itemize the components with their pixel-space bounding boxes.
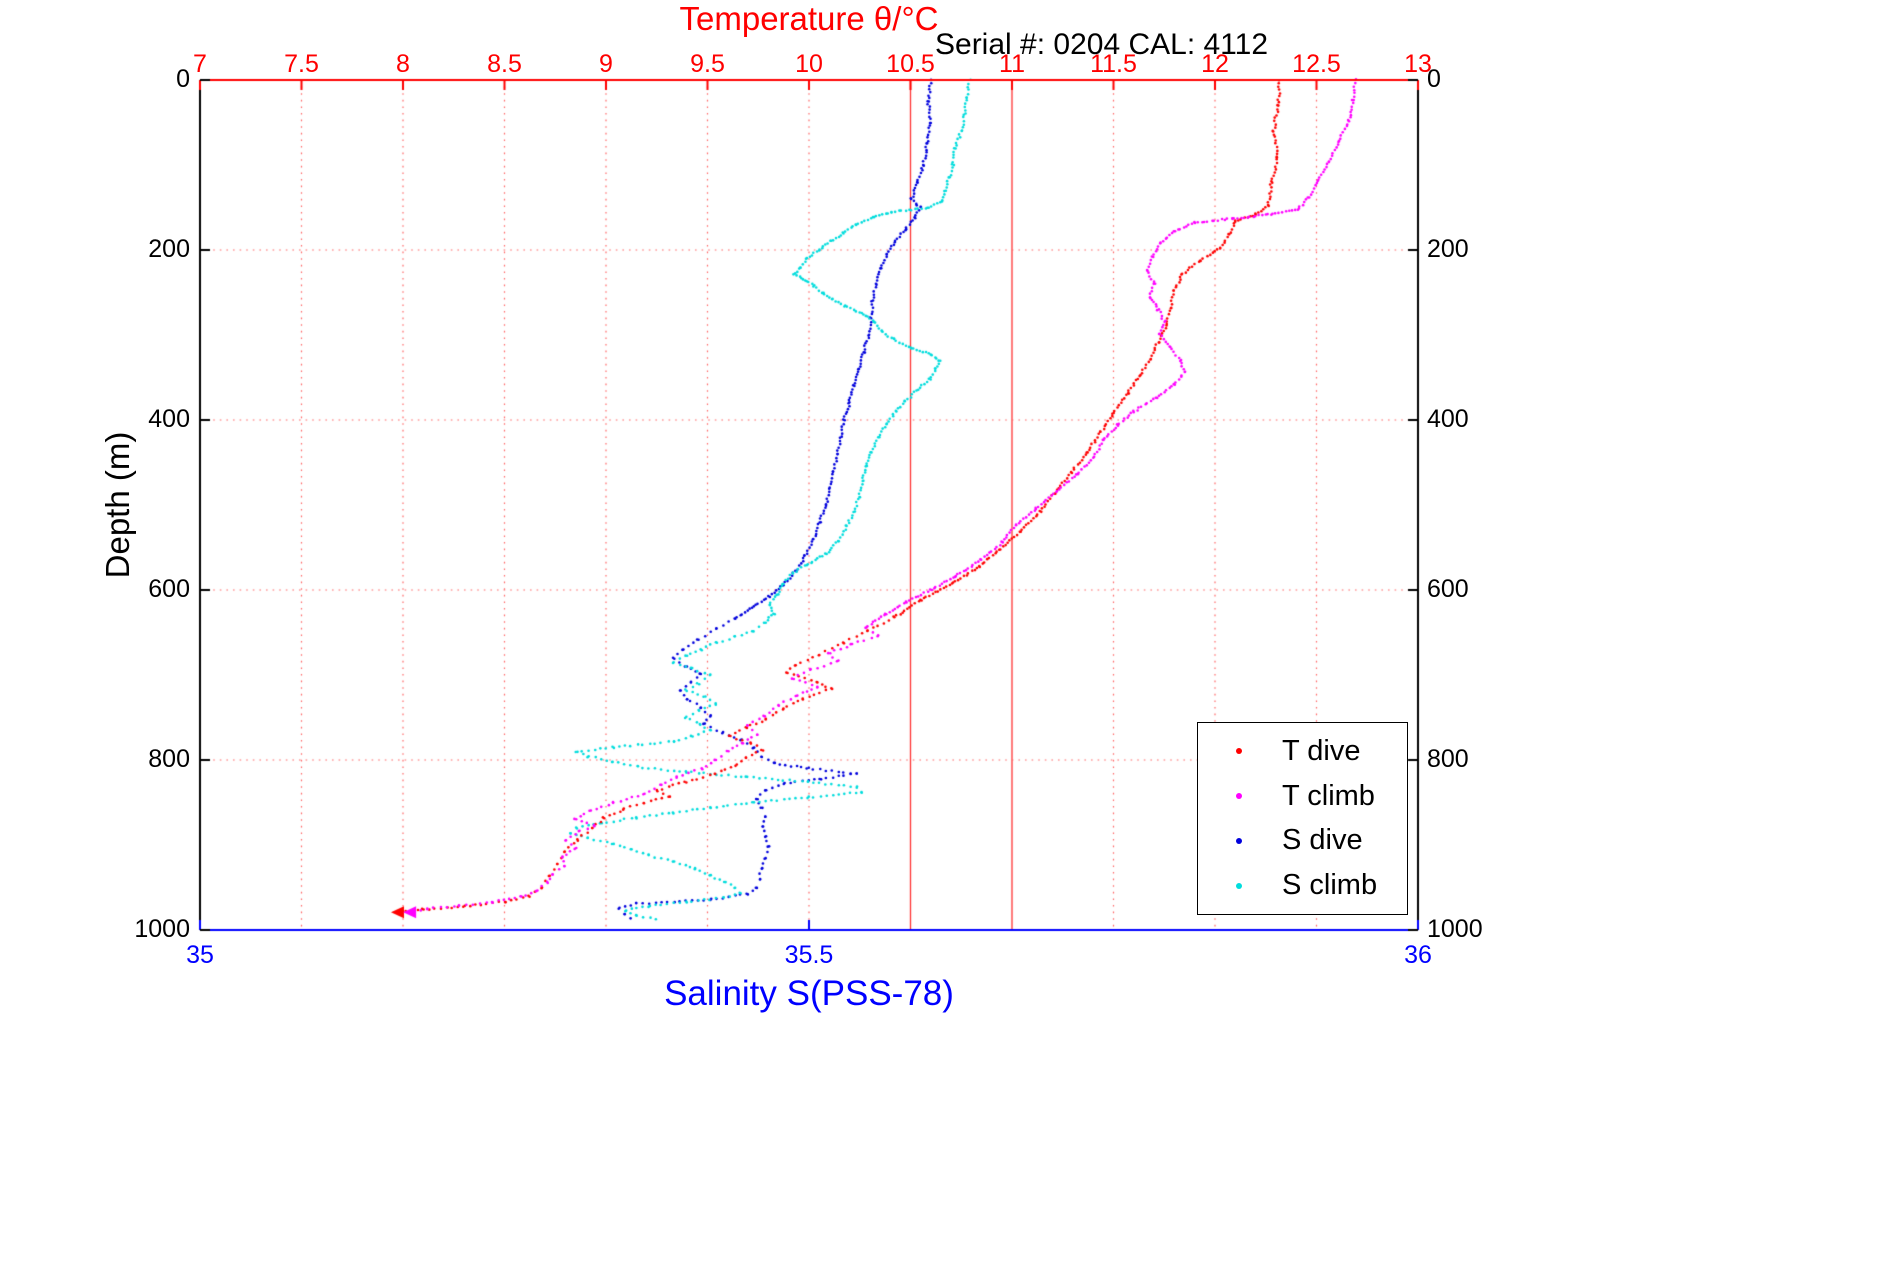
temperature-tick-label: 10 [795,50,823,78]
legend-label: S climb [1282,869,1378,902]
depth-tick-label-right: 0 [1427,65,1441,93]
temperature-tick-label: 9 [599,50,613,78]
s-climb-marker-icon [1236,882,1242,889]
depth-tick-label-right: 800 [1427,745,1469,773]
depth-tick-label-left: 200 [148,235,190,263]
temperature-tick-label: 10.5 [886,50,935,78]
depth-tick-label-right: 200 [1427,235,1469,263]
temperature-axis-title: Temperature θ/°C [679,0,939,37]
t-climb-marker-icon [1236,793,1242,800]
salinity-tick-label: 36 [1404,941,1432,969]
legend-item-t-dive: T dive [1198,729,1407,773]
depth-tick-label-left: 0 [176,65,190,93]
legend-box: T dive T climb S dive S climb [1197,722,1408,915]
t-dive-marker-icon [1236,748,1242,755]
temperature-tick-label: 11.5 [1090,50,1137,78]
salinity-tick-label: 35 [186,941,214,969]
salinity-axis-label: Salinity S(PSS-78) [664,974,954,1013]
depth-tick-label-left: 1000 [134,915,190,943]
depth-tick-label-left: 600 [148,575,190,603]
temperature-tick-label: 9.5 [690,50,725,78]
temperature-tick-label: 12 [1201,50,1229,78]
temperature-tick-label: 12.5 [1292,50,1341,78]
temperature-tick-label: 8 [396,50,410,78]
depth-axis-label: Depth (m) [99,431,136,579]
serial-cal-annotation: Serial #: 0204 CAL: 4112 [935,28,1269,61]
legend-label: T dive [1282,734,1361,767]
s-dive-marker-icon [1236,837,1242,844]
depth-tick-label-left: 400 [148,405,190,433]
depth-tick-label-right: 600 [1427,575,1469,603]
legend-item-t-climb: T climb [1198,774,1407,818]
temperature-tick-label: 8.5 [487,50,522,78]
depth-tick-label-left: 800 [148,745,190,773]
legend-item-s-dive: S dive [1198,819,1407,863]
legend-item-s-climb: S climb [1198,864,1407,908]
depth-tick-label-right: 400 [1427,405,1469,433]
temperature-tick-label: 13 [1404,50,1432,78]
salinity-tick-label: 35.5 [784,941,834,969]
legend-label: T climb [1282,779,1375,812]
depth-tick-label-right: 1000 [1427,915,1483,943]
temperature-tick-label: 11 [999,50,1025,78]
legend-label: S dive [1282,824,1363,857]
temperature-tick-label: 7 [193,50,207,78]
temperature-tick-label: 7.5 [284,50,319,78]
